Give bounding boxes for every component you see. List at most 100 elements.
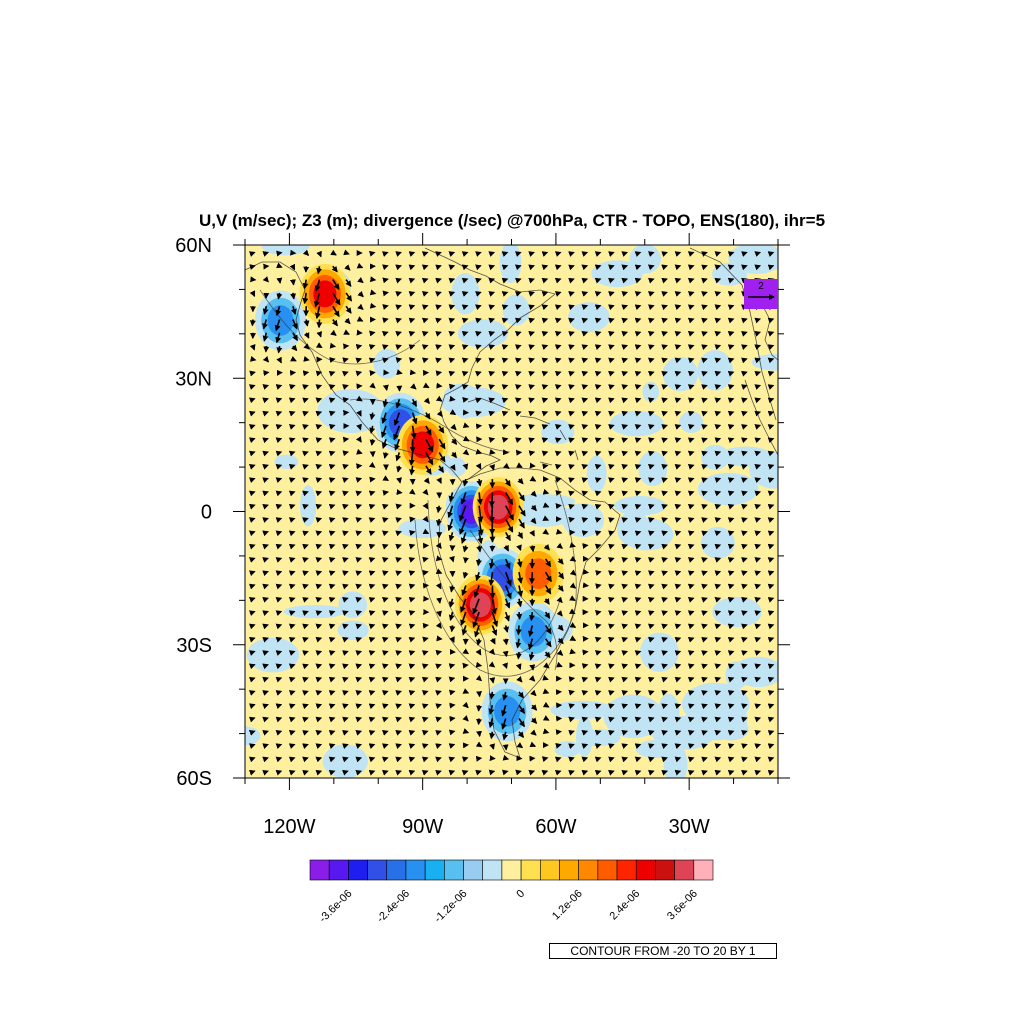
wind-vector [701,650,708,656]
wind-vector [661,264,668,271]
wind-vector [381,517,389,523]
wind-vector [634,464,642,470]
weak-negative-patch [554,741,581,758]
wind-vector [292,332,298,342]
wind-vector [315,690,323,696]
wind-vector [435,568,443,574]
wind-vector [516,558,523,568]
wind-vector [581,503,589,510]
wind-vector [741,623,748,630]
wind-vector [342,690,349,696]
wind-vector [342,477,349,483]
wind-vector [408,730,416,736]
wind-vector [355,436,362,443]
wind-vector [687,610,695,616]
wind-vector [449,636,455,644]
wind-vector [302,384,309,390]
wind-vector [568,743,575,749]
wind-vector [727,291,735,297]
contour-line [349,398,511,453]
wind-vector [727,357,735,364]
wind-vector [714,570,722,577]
wind-vector [368,557,376,563]
wind-vector [594,756,602,763]
wind-vector [505,531,511,542]
wind-vector [462,572,469,579]
colorbar-label: 0 [514,888,527,901]
wind-vector [475,317,482,324]
wind-vector [741,370,748,377]
wind-vector [503,462,510,470]
wind-vector [275,756,283,763]
wind-vector [634,317,642,324]
wind-vector [608,331,615,337]
wind-vector [581,464,589,470]
wind-vector [568,410,575,417]
wind-vector [754,397,762,404]
wind-vector [315,730,323,736]
wind-vector [714,716,722,723]
wind-vector [355,517,363,523]
wind-vector [408,452,415,466]
colorbar-swatch [348,859,368,881]
reference-vector-box: 2 [744,279,778,309]
wind-vector [568,331,575,337]
colorbar-label: -2.4e-06 [375,888,412,925]
wind-vector [475,675,483,682]
weak-negative-patch [638,451,668,487]
wind-vector [647,636,655,643]
wind-vector [342,703,349,710]
wind-vector [449,464,456,471]
wind-vector [767,663,775,670]
wind-vector [569,542,576,548]
wind-vector [529,475,537,482]
wind-vector [475,397,482,404]
wind-vector [328,517,336,523]
wind-vector [754,424,762,430]
wind-vector [472,598,480,615]
wind-vector [448,598,455,608]
wind-vector [621,477,629,483]
wind-vector [661,543,668,550]
weak-negative-patch [679,411,704,433]
wind-vector [674,437,682,444]
wind-vector [501,251,509,257]
wind-vector [502,662,508,670]
wind-vector [504,505,514,521]
wind-vector [489,637,496,645]
wind-vector [368,636,376,643]
wind-vector [714,344,722,350]
wind-vector [621,251,629,257]
wind-vector [741,437,748,444]
wind-vector [594,676,602,683]
wind-vector [621,530,629,537]
wind-vector [741,517,748,523]
wind-vector [714,450,722,457]
wind-vector [315,517,323,523]
wind-vector [382,384,389,391]
wind-vector [328,663,336,670]
wind-vector [316,331,323,338]
wind-vector [687,676,695,683]
wind-vector [477,518,484,536]
wind-vector [462,422,470,429]
wind-vector [422,556,429,563]
wind-vector [568,370,575,377]
wind-vector [634,304,642,311]
wind-vector [674,636,682,643]
wind-vector [447,505,454,519]
wind-vector [435,357,442,364]
wind-vector [621,543,629,550]
wind-vector [741,636,748,643]
wind-vector [368,730,376,736]
wind-vector [516,462,523,469]
wind-vector [674,291,682,297]
wind-vector [581,450,589,457]
wind-vector [501,410,509,417]
wind-vector [475,291,482,297]
wind-vector [621,424,629,430]
wind-vector [754,543,762,550]
wind-vector [514,384,522,390]
wind-vector [554,291,562,297]
wind-vector [569,635,577,642]
